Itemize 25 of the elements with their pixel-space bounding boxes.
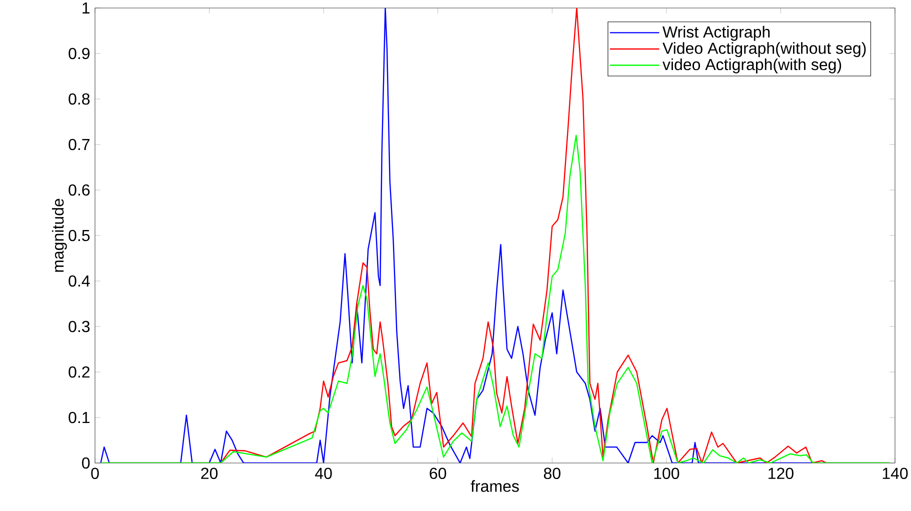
x-tick-label: 120	[768, 468, 794, 480]
y-tick-label: 0	[82, 457, 90, 469]
y-tick-label: 0.7	[68, 138, 90, 150]
y-tick-label: 0.6	[68, 184, 90, 196]
y-tick-label: 0.2	[68, 366, 90, 378]
x-tick-label: 60	[430, 468, 446, 480]
legend-label: video Actigraph(with seg)	[662, 58, 842, 74]
y-tick-label: 0.9	[68, 48, 90, 60]
x-tick-label: 80	[544, 468, 560, 480]
y-tick-label: 0.4	[68, 275, 90, 287]
legend-label: Wrist Actigraph	[662, 26, 770, 41]
y-tick-label: 1	[82, 2, 90, 14]
x-tick-label: 20	[201, 468, 218, 480]
x-tick-label: 140	[882, 468, 908, 480]
line-series	[100, 134, 890, 463]
x-axis-title: frames	[470, 480, 519, 492]
y-tick-label: 0.1	[68, 412, 90, 424]
legend-label: Video Actigraph(without seg)	[662, 42, 866, 58]
y-tick-label: 0.5	[68, 230, 90, 242]
x-tick-label: 100	[654, 468, 680, 480]
x-tick-label: 0	[91, 468, 99, 480]
y-tick-label: 0.8	[68, 93, 90, 105]
y-tick-label: 0.3	[68, 320, 90, 332]
y-axis-title: magnitude	[52, 198, 67, 272]
x-tick-label: 40	[315, 468, 332, 480]
